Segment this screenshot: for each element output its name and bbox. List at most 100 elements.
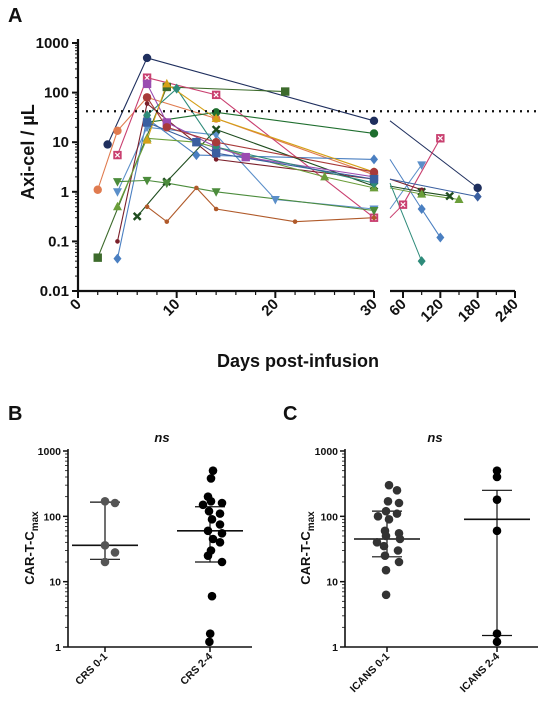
panel-a-data-point	[454, 194, 464, 203]
panel-c-annotation: ns	[427, 430, 442, 445]
panel-c-data-point	[380, 551, 390, 560]
panel-c-x-tick-label: ICANS 2-4	[458, 651, 502, 695]
panel-a-axes: 0.01 0.1 1 10 100 1000 0 10 20 30 60 120 180 240	[36, 35, 522, 326]
panel-b-data-point	[215, 538, 225, 547]
panel-c-data-point	[394, 498, 404, 508]
panel-a-data-point	[270, 195, 280, 205]
panel-a-data-point	[113, 253, 122, 264]
panel-a-data-point	[164, 219, 170, 224]
panel-c-data-point	[384, 480, 394, 490]
panel-a-data-point	[369, 174, 379, 184]
panel-b-y-tick-label: 100	[43, 511, 61, 523]
panel-a-data-point	[162, 179, 172, 189]
panel-a-data-point	[369, 206, 379, 216]
panel-b-data-point	[205, 637, 214, 647]
panel-c-y-axis-label: CAR-T-Cmax	[298, 511, 317, 585]
panel-b-y-axis-label: CAR-T-Cmax	[22, 511, 41, 585]
panel-a-chart: 0.01 0.1 1 10 100 1000 0 10 20 30 60 120 180 240 Axi-…	[18, 35, 540, 371]
panel-a-data-point	[112, 188, 122, 197]
panel-b-y-label-main: CAR-T-C	[22, 531, 37, 585]
panel-b-data-point	[110, 498, 120, 508]
panel-c-data-point	[392, 486, 402, 495]
panel-a-x-tick-label: 10	[160, 296, 184, 320]
panel-a-y-tick-label: 1	[61, 184, 69, 201]
panel-a-y-tick-label: 0.01	[40, 283, 69, 300]
panel-a-data-point	[112, 201, 122, 211]
panel-b-data-point	[205, 629, 215, 638]
panel-a-data-point	[473, 191, 482, 202]
panel-c-data-point	[381, 531, 391, 541]
panel-a-data-point	[93, 253, 102, 262]
panel-a-data-point	[194, 185, 199, 191]
panel-c-data-point	[492, 637, 502, 647]
panel-a-data-point	[370, 154, 378, 165]
panel-c-marks	[354, 466, 530, 647]
panel-letter-a: A	[8, 5, 22, 27]
panel-c-data-point	[492, 629, 502, 638]
panel-c-x-tick-label: ICANS 0-1	[348, 651, 392, 695]
panel-c-data-point	[383, 496, 393, 506]
panel-a-data-point	[371, 215, 377, 221]
panel-b-data-point	[206, 496, 216, 506]
panel-b-data-point	[208, 534, 218, 544]
panel-a-data-point	[436, 232, 445, 243]
panel-a-data-point	[369, 129, 379, 138]
panel-a-x-tick-label: 120	[417, 296, 447, 326]
panel-a-data-point	[445, 191, 455, 201]
panel-c-data-point	[392, 509, 402, 518]
panel-b-data-point	[215, 509, 225, 518]
panel-a-data-point	[143, 110, 152, 121]
panel-a-data-point	[320, 171, 330, 181]
panel-a-data-point	[144, 101, 150, 106]
panel-a-data-point	[162, 118, 171, 127]
panel-b-data-point	[100, 496, 110, 506]
panel-a-series-line	[146, 111, 375, 135]
panel-b-data-point	[206, 474, 216, 483]
panel-a-series-stub	[389, 120, 478, 189]
panel-b-annotation: ns	[154, 430, 169, 445]
panel-a-y-axis-label: Axi-cel / µL	[18, 104, 38, 199]
panel-b-y-tick-label: 1000	[38, 446, 62, 458]
panel-a-data-point	[192, 150, 201, 161]
panel-a-x-tick-label: 30	[357, 296, 381, 320]
panel-a-x-tick-label: 20	[258, 296, 282, 320]
panel-a-data-point	[473, 183, 482, 193]
panel-a-data-point	[211, 90, 221, 100]
panel-b-data-point	[203, 526, 213, 536]
panel-c-axes: 1 10 100 1000 ICANS 0-1 ICANS 2-4	[315, 446, 538, 695]
panel-b-data-point	[217, 557, 227, 567]
panel-a-series-line	[146, 121, 375, 180]
panel-a-data-point	[113, 150, 122, 160]
panel-a-series-line-late	[421, 208, 441, 238]
panel-b-marks	[72, 466, 243, 647]
panel-a-data-point	[93, 185, 102, 194]
panel-c-data-point	[394, 557, 404, 567]
panel-c-data-point	[393, 546, 403, 555]
panel-a-data-point	[211, 188, 221, 197]
panel-c-data-point	[381, 506, 391, 516]
panel-b-chart: 1 10 100 1000 CRS 0-1 CRS 2-4 ns CAR-T-Cmax	[22, 430, 252, 688]
panel-a-data-point	[417, 189, 427, 198]
panel-b-y-label-sub: max	[30, 511, 41, 531]
panel-a-data-point	[241, 152, 250, 162]
panel-a-data-point	[142, 118, 152, 127]
panel-a-data-point	[211, 113, 221, 123]
panel-a-x-axis-label: Days post-infusion	[217, 351, 379, 371]
panel-c-data-point	[492, 466, 502, 475]
panel-a-series-line	[146, 187, 375, 223]
panel-a-y-tick-label: 1000	[36, 35, 69, 52]
panel-c-data-point	[395, 534, 405, 544]
panel-c-data-point	[379, 541, 389, 551]
panel-a-data-point	[281, 87, 290, 96]
panel-a-x-tick-label: 0	[67, 296, 85, 314]
panel-a-data-point	[142, 93, 152, 102]
panel-c-data-point	[381, 590, 391, 600]
panel-b-axes: 1 10 100 1000 CRS 0-1 CRS 2-4	[38, 446, 252, 688]
panel-a-data-point	[213, 206, 219, 212]
panel-a-data-point	[211, 131, 221, 140]
panel-c-data-point	[384, 515, 394, 524]
panel-a-data-point	[144, 204, 150, 210]
panel-a-data-point	[113, 126, 122, 135]
panel-b-data-point	[215, 520, 225, 529]
panel-b-data-point	[208, 466, 218, 475]
